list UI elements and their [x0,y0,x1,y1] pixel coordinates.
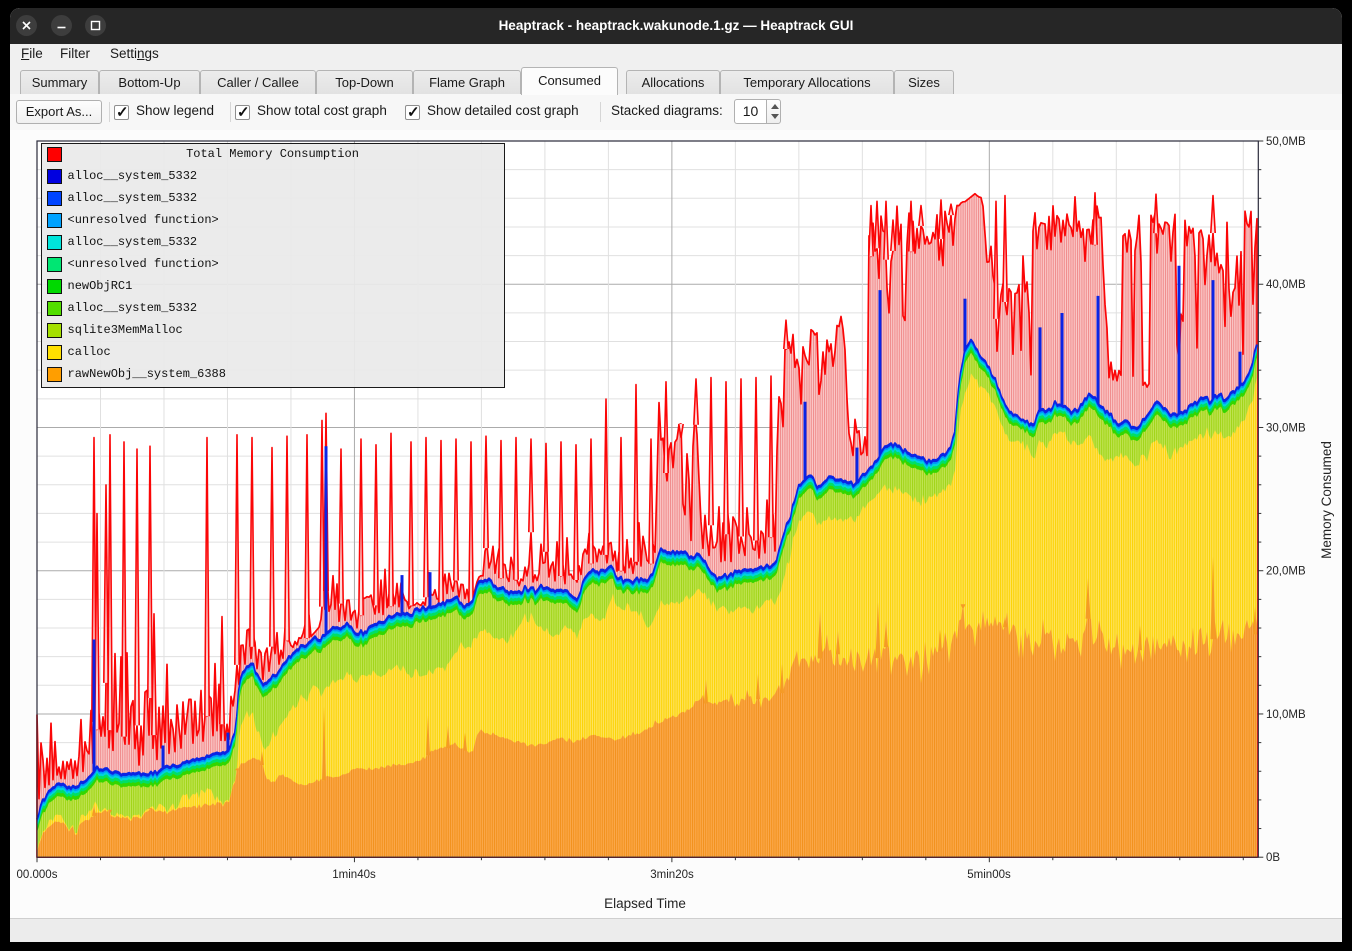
svg-text:50,0MB: 50,0MB [1266,136,1306,148]
svg-text:5min00s: 5min00s [967,869,1011,881]
svg-text:0B: 0B [1266,852,1280,864]
svg-text:00.000s: 00.000s [17,869,58,881]
svg-text:10,0MB: 10,0MB [1266,709,1306,721]
svg-text:20,0MB: 20,0MB [1266,566,1306,578]
svg-text:40,0MB: 40,0MB [1266,279,1306,291]
svg-text:30,0MB: 30,0MB [1266,423,1306,435]
svg-text:3min20s: 3min20s [650,869,694,881]
svg-text:1min40s: 1min40s [332,869,376,881]
